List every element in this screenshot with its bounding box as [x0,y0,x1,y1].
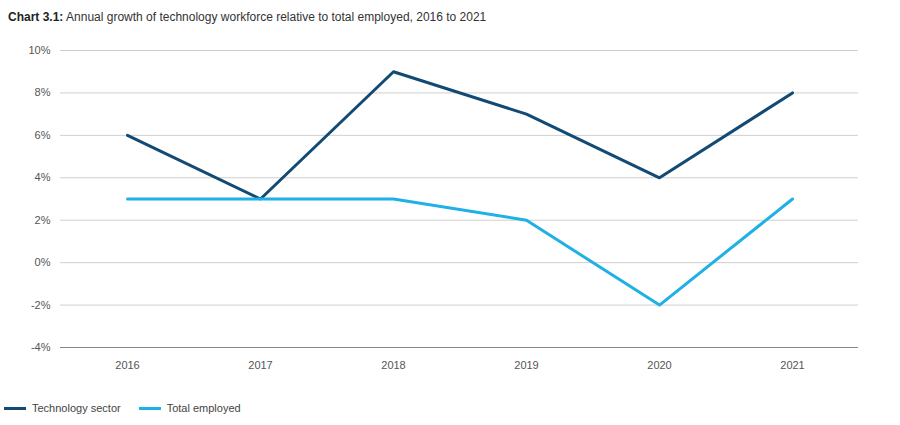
svg-text:2021: 2021 [780,359,804,371]
svg-text:8%: 8% [35,86,51,98]
html-text:Chart 3.1: Annual growth of te: Chart 3.1: Annual growth of technology w… [8,10,487,24]
svg-text:4%: 4% [35,171,51,183]
html-text:Technology sector: Technology sector [32,402,121,414]
svg-text:-4%: -4% [31,341,51,353]
html-text:Total employed: Total employed [166,402,241,414]
svg-text:0%: 0% [35,256,51,268]
svg-text:2019: 2019 [514,359,538,371]
svg-text:6%: 6% [35,129,51,141]
svg-text:2018: 2018 [381,359,405,371]
svg-text:2016: 2016 [115,359,139,371]
svg-text:2020: 2020 [647,359,671,371]
svg-text:2017: 2017 [248,359,272,371]
svg-text:-2%: -2% [31,299,51,311]
svg-text:2%: 2% [35,214,51,226]
svg-text:10%: 10% [28,44,50,56]
